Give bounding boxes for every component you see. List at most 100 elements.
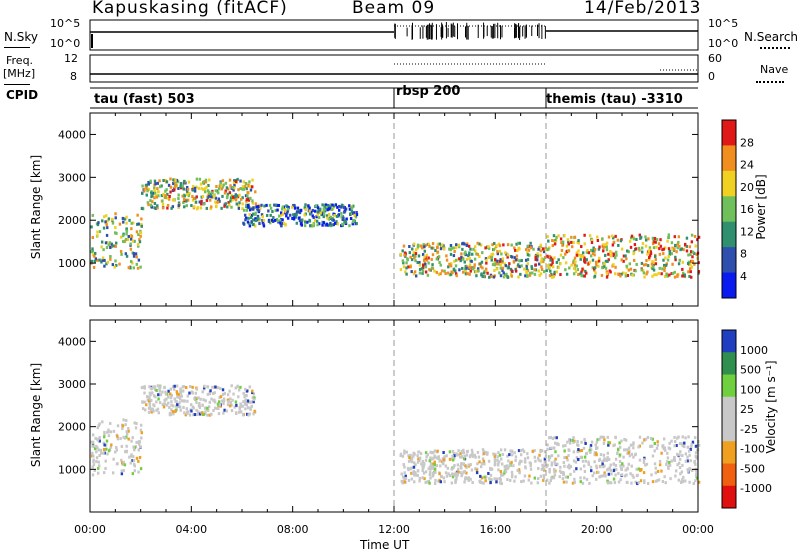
colorbar-swatch	[722, 272, 736, 299]
data-point	[104, 459, 107, 463]
data-point	[125, 215, 128, 219]
data-point	[98, 422, 101, 426]
data-point	[311, 214, 314, 218]
data-point	[690, 233, 694, 237]
data-point	[526, 456, 530, 460]
data-point	[691, 469, 694, 473]
data-point	[120, 252, 123, 256]
data-point	[613, 256, 617, 260]
data-point	[496, 458, 499, 462]
data-point	[500, 473, 503, 477]
data-point	[585, 258, 588, 262]
data-point	[648, 254, 652, 258]
data-point	[553, 473, 557, 477]
data-point	[646, 270, 649, 274]
data-point	[153, 188, 156, 192]
data-point	[502, 275, 506, 279]
data-point	[190, 204, 193, 208]
data-point	[465, 453, 469, 457]
data-point	[498, 259, 502, 263]
data-point	[431, 241, 435, 245]
data-point	[655, 446, 659, 450]
data-point	[446, 271, 450, 275]
data-point	[562, 472, 565, 476]
data-point	[252, 392, 256, 396]
data-point	[162, 192, 165, 196]
data-point	[697, 443, 701, 447]
data-point	[584, 269, 587, 273]
data-point	[192, 413, 195, 417]
data-point	[465, 266, 468, 270]
data-point	[114, 244, 117, 248]
data-point	[538, 453, 541, 457]
data-point	[230, 205, 233, 209]
data-point	[200, 411, 204, 415]
data-point	[528, 253, 531, 257]
data-point	[433, 463, 436, 467]
data-point	[242, 391, 245, 395]
data-point	[177, 392, 181, 396]
data-point	[345, 217, 348, 221]
data-point	[553, 256, 556, 260]
data-point	[605, 245, 608, 249]
data-point	[175, 384, 179, 388]
data-point	[663, 475, 666, 479]
data-point	[681, 267, 684, 271]
data-point	[519, 449, 523, 453]
data-point	[135, 422, 138, 426]
data-point	[451, 472, 454, 476]
data-point	[541, 257, 544, 261]
data-point	[496, 477, 499, 481]
data-point	[405, 266, 408, 270]
data-point	[478, 242, 481, 246]
data-point	[594, 477, 598, 481]
data-point	[634, 452, 637, 456]
data-point	[506, 255, 509, 259]
data-point	[321, 223, 324, 227]
data-point	[660, 451, 663, 455]
data-point	[214, 200, 217, 204]
data-point	[448, 457, 452, 461]
y-tick-label: 2000	[58, 421, 86, 434]
data-point	[428, 268, 431, 272]
data-point	[326, 208, 329, 212]
data-point	[485, 258, 488, 262]
data-point	[459, 471, 462, 475]
data-point	[557, 258, 560, 262]
data-point	[111, 221, 115, 225]
data-point	[605, 248, 609, 252]
data-point	[261, 214, 265, 218]
data-point	[693, 460, 696, 464]
data-point	[517, 449, 521, 453]
data-point	[694, 451, 698, 455]
data-point	[598, 256, 601, 260]
y-tick-label: 4000	[58, 128, 86, 141]
data-point	[543, 450, 547, 454]
data-point	[418, 456, 422, 460]
data-point	[122, 232, 125, 236]
data-point	[146, 189, 149, 193]
data-point	[139, 467, 143, 471]
data-point	[132, 455, 135, 459]
data-point	[132, 221, 135, 225]
data-point	[131, 459, 134, 463]
data-point	[412, 470, 415, 474]
data-point	[683, 479, 687, 483]
data-point	[431, 474, 434, 478]
data-point	[452, 458, 455, 462]
data-point	[241, 404, 244, 408]
data-point	[572, 267, 576, 271]
data-point	[630, 464, 633, 468]
data-point	[251, 178, 254, 182]
data-point	[148, 391, 152, 395]
data-point	[308, 212, 312, 216]
data-point	[459, 464, 462, 468]
data-point	[399, 268, 403, 272]
data-point	[280, 213, 283, 217]
data-point	[602, 246, 605, 250]
data-point	[539, 260, 543, 264]
nave-label: Nave	[760, 63, 789, 76]
nsky-left-tick-top: 10^5	[50, 17, 81, 30]
data-point	[199, 397, 202, 401]
data-point	[553, 459, 556, 463]
